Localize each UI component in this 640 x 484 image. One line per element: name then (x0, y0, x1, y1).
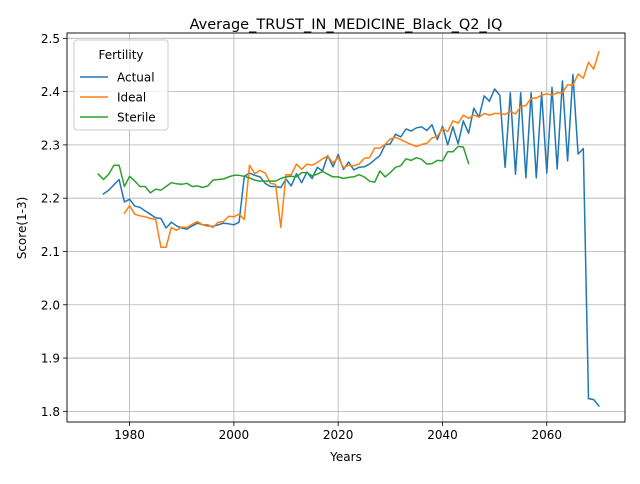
y-tick-label: 1.9 (41, 352, 60, 366)
legend-label-sterile: Sterile (117, 111, 156, 125)
x-axis-label: Years (329, 450, 362, 464)
y-tick-label: 2.1 (41, 245, 60, 259)
legend: Fertility Actual Ideal Sterile (73, 39, 169, 131)
x-axis: 1980 2000 2020 2040 2060 (114, 422, 562, 442)
grid-lines (67, 33, 625, 422)
y-tick-label: 2.2 (41, 192, 60, 206)
series-line-sterile (97, 145, 470, 194)
y-tick-label: 1.8 (41, 405, 60, 419)
chart-title: Average_TRUST_IN_MEDICINE_Black_Q2_IQ (190, 17, 503, 33)
x-tick-label: 1980 (114, 428, 145, 442)
legend-entries: Actual Ideal Sterile (80, 71, 156, 125)
legend-title: Fertility (98, 48, 143, 62)
y-tick-label: 2.5 (41, 32, 60, 46)
series-lines (97, 50, 600, 408)
y-tick-label: 2.3 (41, 138, 60, 152)
y-tick-label: 2.0 (41, 298, 60, 312)
y-axis-label: Score(1-3) (15, 197, 29, 260)
x-tick-label: 2020 (323, 428, 354, 442)
x-tick-label: 2060 (532, 428, 563, 442)
y-axis: 1.8 1.9 2.0 2.1 2.2 2.3 2.4 2.5 (41, 32, 67, 419)
plot-frame (66, 32, 626, 423)
series-line-ideal (123, 50, 600, 248)
x-tick-label: 2000 (219, 428, 250, 442)
legend-label-ideal: Ideal (117, 91, 146, 105)
legend-box (73, 39, 169, 131)
x-tick-label: 2040 (427, 428, 458, 442)
y-tick-label: 2.4 (41, 85, 60, 99)
legend-label-actual: Actual (117, 71, 155, 85)
